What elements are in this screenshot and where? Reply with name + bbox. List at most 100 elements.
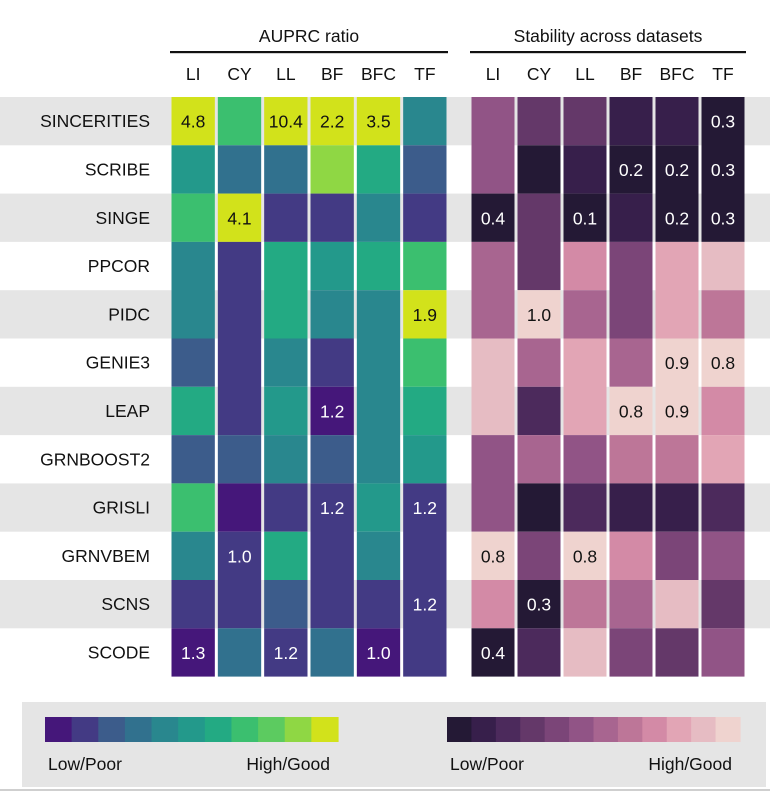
row-label-singe: SINGE <box>96 208 150 228</box>
legend-swatch <box>71 717 99 742</box>
heatmap-cell <box>563 628 607 677</box>
heatmap-cell <box>655 97 699 146</box>
heatmap-cell <box>403 241 447 291</box>
legend-swatch <box>447 717 473 742</box>
heatmap-cell <box>171 483 215 532</box>
heatmap-cell <box>264 241 308 339</box>
heatmap-cell <box>171 338 215 387</box>
panel-title-rule <box>170 51 448 54</box>
heatmap-cell <box>655 531 699 580</box>
row-label-pidc: PIDC <box>108 304 150 324</box>
cell-value-label: 0.3 <box>711 160 735 180</box>
cell-value-label: 0.1 <box>573 208 597 228</box>
column-label: LI <box>486 64 501 84</box>
heatmap-cell <box>471 338 515 436</box>
heatmap-cell <box>356 241 401 291</box>
heatmap-cell <box>563 338 607 436</box>
legend-swatch <box>642 717 668 742</box>
heatmap-cell <box>471 580 515 629</box>
cell-value-label: 0.4 <box>481 208 506 228</box>
heatmap-cell <box>609 97 653 146</box>
legend-swatch <box>715 717 741 742</box>
row-label-scode: SCODE <box>88 642 150 662</box>
legend-swatch <box>178 717 206 742</box>
heatmap-cell <box>517 531 561 580</box>
row-label-sincerities: SINCERITIES <box>40 111 150 131</box>
column-label: CY <box>527 64 552 84</box>
heatmap-cell <box>264 628 308 677</box>
column-label: TF <box>414 64 435 84</box>
heatmap-cell <box>563 145 607 194</box>
heatmap-cell <box>217 193 262 242</box>
heatmap-cell <box>403 338 447 387</box>
cell-value-label: 0.4 <box>481 643 506 663</box>
heatmap-cell <box>471 628 515 677</box>
cell-value-label: 0.8 <box>573 546 597 566</box>
heatmap-cell <box>563 580 607 629</box>
row-label-scns: SCNS <box>101 594 150 614</box>
heatmap-cell <box>217 145 262 194</box>
heatmap-cell <box>471 531 515 580</box>
heatmap-cell <box>701 531 745 580</box>
heatmap-cell <box>609 241 653 339</box>
heatmap-cell <box>264 97 308 146</box>
column-label: BF <box>321 64 343 84</box>
cell-value-label: 0.8 <box>481 546 505 566</box>
cell-value-label: 0.2 <box>665 160 689 180</box>
cell-value-label: 2.2 <box>320 112 344 132</box>
heatmap-cell <box>517 338 561 387</box>
heatmap-cell <box>517 290 561 339</box>
heatmap-cell <box>310 145 354 194</box>
heatmap-cell <box>217 628 262 677</box>
heatmap-cell <box>356 580 401 629</box>
heatmap-cell <box>701 97 745 242</box>
heatmap-cell <box>563 435 607 484</box>
legend-swatch <box>45 717 73 742</box>
cell-value-label: 1.2 <box>320 401 344 421</box>
legend-swatch <box>124 717 153 742</box>
heatmap-cell <box>264 580 308 629</box>
legend-swatch <box>204 717 233 742</box>
heatmap-cell <box>403 193 447 242</box>
heatmap-cell <box>563 193 607 242</box>
panel-title: Stability across datasets <box>514 26 703 46</box>
column-label: BFC <box>361 64 396 84</box>
legend-swatch <box>231 717 259 742</box>
heatmap-cell <box>264 145 308 194</box>
column-label: BF <box>620 64 642 84</box>
heatmap-cell <box>310 241 354 291</box>
column-label: CY <box>227 64 252 84</box>
heatmap-cell <box>701 483 745 532</box>
cell-value-label: 0.9 <box>665 353 689 373</box>
heatmap-cell <box>655 580 699 629</box>
heatmap-cell <box>517 145 561 194</box>
legend-swatch <box>98 717 126 742</box>
heatmap-cell <box>609 435 653 484</box>
cell-value-label: 1.0 <box>366 643 391 663</box>
heatmap-cell <box>655 338 699 436</box>
heatmap-cell <box>517 435 561 484</box>
heatmap-cell <box>609 483 653 532</box>
legend-low-label: Low/Poor <box>450 754 524 774</box>
cell-value-label: 4.8 <box>181 112 205 132</box>
column-label: BFC <box>660 64 695 84</box>
heatmap-cell <box>655 628 699 677</box>
legend-high-label: High/Good <box>648 754 732 774</box>
heatmap-cell <box>701 241 745 291</box>
heatmap-cell <box>310 193 354 242</box>
heatmap-cell <box>356 145 401 194</box>
legend-swatch <box>593 717 619 742</box>
heatmap-cell <box>403 483 447 677</box>
heatmap-cell <box>171 531 215 580</box>
heatmap-cell <box>609 386 653 436</box>
bottom-divider <box>0 789 770 791</box>
cell-value-label: 0.8 <box>619 401 643 421</box>
legend-swatch <box>258 717 286 742</box>
heatmap-cell <box>310 483 354 629</box>
heatmap-cell <box>264 193 308 242</box>
heatmap-cell <box>701 338 745 387</box>
heatmap-cell <box>356 531 401 580</box>
heatmap-cell <box>517 483 561 532</box>
legend-high-label: High/Good <box>246 754 330 774</box>
heatmap-cell <box>701 580 745 629</box>
